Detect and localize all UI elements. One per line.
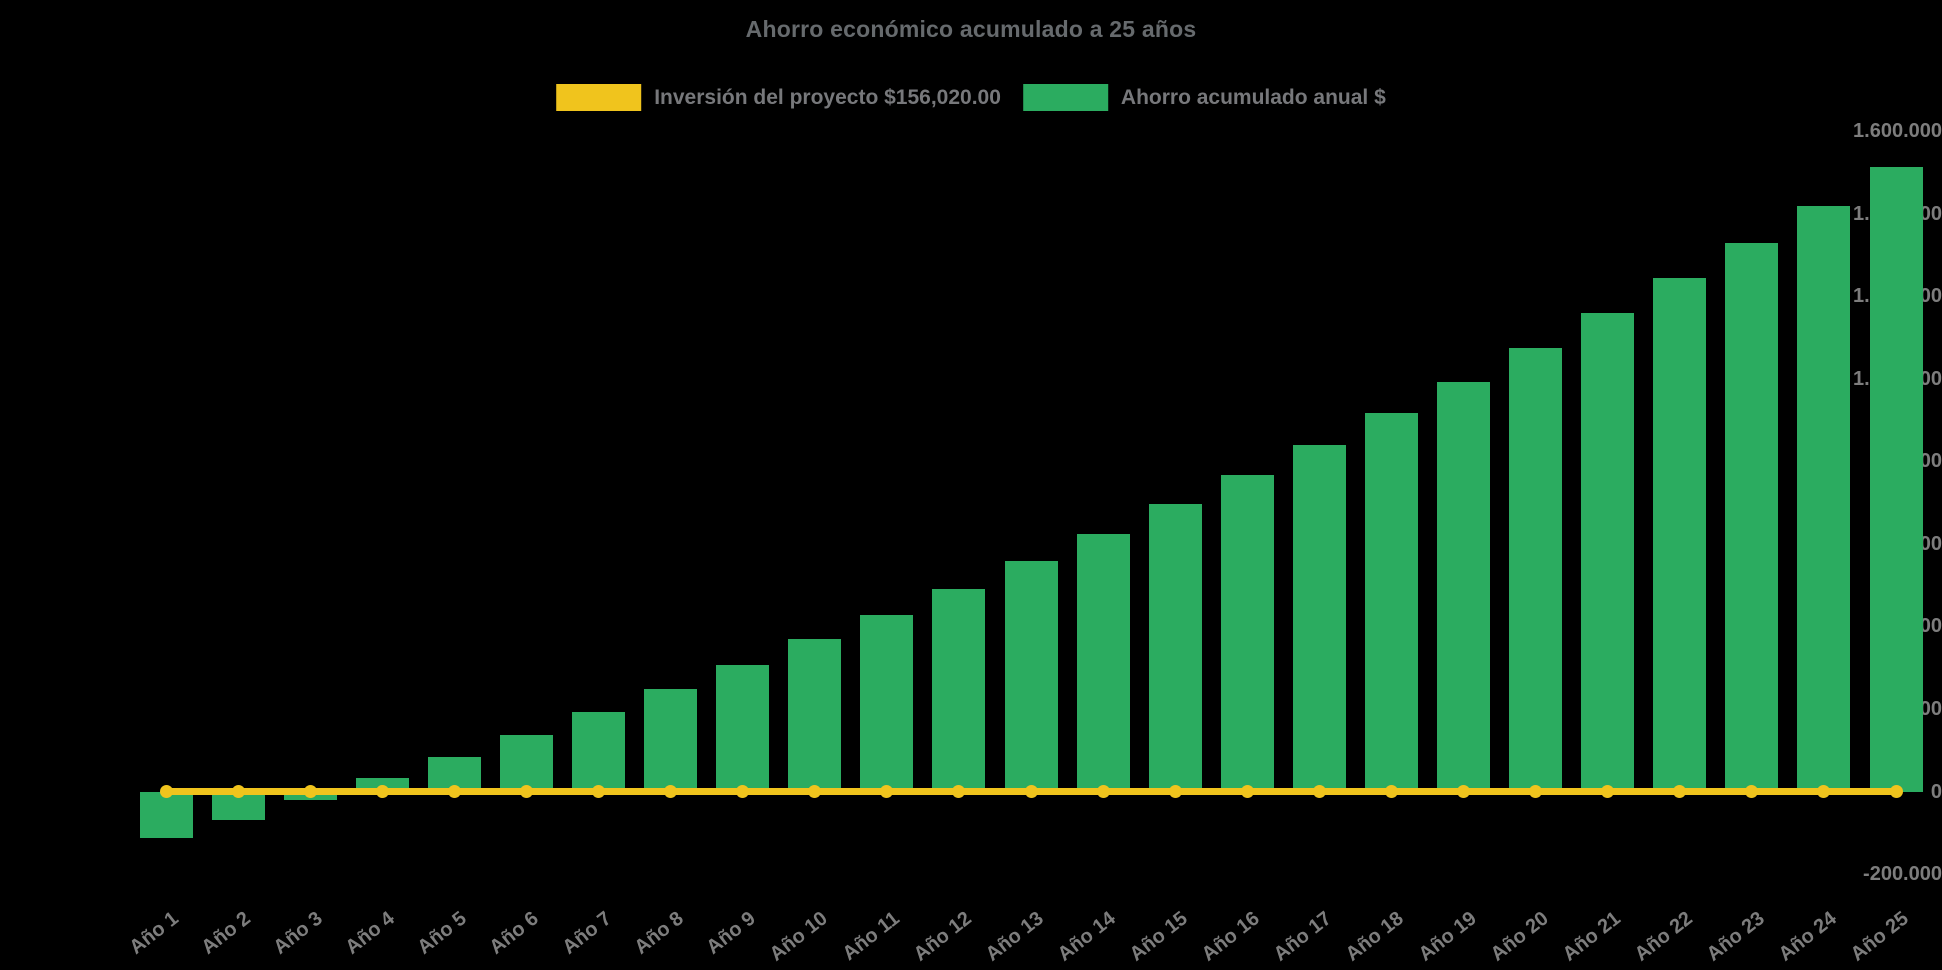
bar-ano-19[interactable] xyxy=(1437,382,1490,792)
bar-ano-7[interactable] xyxy=(572,712,625,792)
legend-label-investment: Inversión del proyecto $156,020.00 xyxy=(654,85,1001,109)
x-tick-label-ano-3: Año 3 xyxy=(269,907,327,959)
investment-point-ano-12[interactable] xyxy=(952,785,966,799)
investment-point-ano-22[interactable] xyxy=(1673,785,1687,799)
bar-ano-13[interactable] xyxy=(1004,561,1058,792)
investment-point-ano-7[interactable] xyxy=(592,785,605,799)
bar-ano-22[interactable] xyxy=(1653,278,1707,792)
x-tick-label-ano-18: Año 18 xyxy=(1342,907,1409,966)
x-tick-label-ano-4: Año 4 xyxy=(341,907,400,959)
x-tick-label-ano-19: Año 19 xyxy=(1414,907,1481,966)
bar-ano-18[interactable] xyxy=(1364,413,1418,792)
x-tick-label-ano-2: Año 2 xyxy=(197,907,255,959)
investment-point-ano-21[interactable] xyxy=(1601,785,1615,799)
x-tick-label-ano-15: Año 15 xyxy=(1125,907,1192,966)
x-tick-label-ano-23: Año 23 xyxy=(1702,907,1769,966)
investment-point-ano-10[interactable] xyxy=(808,785,822,799)
legend-item-savings[interactable]: Ahorro acumulado anual $ xyxy=(1022,84,1386,111)
bar-ano-4[interactable] xyxy=(355,777,409,792)
investment-point-ano-25[interactable] xyxy=(1889,785,1903,799)
investment-point-ano-8[interactable] xyxy=(664,785,678,799)
x-tick-label-ano-6: Año 6 xyxy=(485,907,544,959)
x-tick-label-ano-12: Año 12 xyxy=(909,907,976,966)
bar-ano-8[interactable] xyxy=(644,689,698,792)
x-tick-label-ano-13: Año 13 xyxy=(981,907,1048,966)
bar-ano-20[interactable] xyxy=(1509,347,1563,792)
x-tick-label-ano-14: Año 14 xyxy=(1053,907,1120,966)
bar-ano-23[interactable] xyxy=(1725,243,1779,792)
bar-ano-16[interactable] xyxy=(1220,475,1274,792)
bar-ano-17[interactable] xyxy=(1292,444,1346,792)
x-tick-label-ano-7: Año 7 xyxy=(557,907,616,959)
bar-ano-21[interactable] xyxy=(1581,313,1635,792)
investment-point-ano-23[interactable] xyxy=(1745,785,1759,799)
legend-label-savings: Ahorro acumulado anual $ xyxy=(1120,85,1386,109)
investment-point-ano-20[interactable] xyxy=(1529,785,1543,799)
investment-point-ano-15[interactable] xyxy=(1168,785,1182,799)
x-tick-label-ano-5: Año 5 xyxy=(413,907,472,959)
x-tick-label-ano-24: Año 24 xyxy=(1774,907,1841,966)
x-tick-label-ano-11: Año 11 xyxy=(838,907,904,966)
investment-point-ano-1[interactable] xyxy=(159,785,173,799)
bar-ano-9[interactable] xyxy=(716,664,770,792)
investment-point-ano-6[interactable] xyxy=(519,785,533,799)
investment-point-ano-17[interactable] xyxy=(1312,785,1326,799)
bar-ano-14[interactable] xyxy=(1076,533,1130,792)
x-tick-label-ano-9: Año 9 xyxy=(702,907,760,959)
bar-ano-10[interactable] xyxy=(788,639,842,792)
x-tick-label-ano-21: Año 21 xyxy=(1558,907,1625,966)
x-tick-label-ano-16: Año 16 xyxy=(1197,907,1265,966)
investment-point-ano-4[interactable] xyxy=(375,785,389,799)
bar-ano-25[interactable] xyxy=(1869,166,1923,792)
bar-ano-11[interactable] xyxy=(860,614,914,792)
investment-point-ano-3[interactable] xyxy=(303,785,317,799)
investment-point-ano-19[interactable] xyxy=(1457,785,1470,799)
x-tick-label-ano-20: Año 20 xyxy=(1486,907,1553,966)
investment-point-ano-11[interactable] xyxy=(880,785,894,799)
legend-item-investment[interactable]: Inversión del proyecto $156,020.00 xyxy=(556,84,1001,111)
investment-point-ano-24[interactable] xyxy=(1817,785,1831,799)
chart-title: Ahorro económico acumulado a 25 años xyxy=(745,16,1197,42)
bar-ano-6[interactable] xyxy=(499,735,553,792)
bar-ano-1[interactable] xyxy=(139,791,193,839)
y-tick-label: 1.600.000 xyxy=(1853,120,1942,143)
x-tick-label-ano-22: Año 22 xyxy=(1630,907,1697,966)
investment-point-ano-5[interactable] xyxy=(447,785,461,799)
chart-legend: Inversión del proyecto $156,020.00 Ahorr… xyxy=(556,84,1386,111)
investment-point-ano-9[interactable] xyxy=(736,785,750,799)
x-tick-label-ano-17: Año 17 xyxy=(1270,907,1337,966)
x-tick-label-ano-25: Año 25 xyxy=(1846,907,1913,966)
x-tick-label-ano-1: Año 1 xyxy=(125,907,183,959)
bar-ano-12[interactable] xyxy=(932,588,986,792)
legend-swatch-savings-icon xyxy=(1022,84,1108,111)
investment-point-ano-18[interactable] xyxy=(1384,785,1398,799)
legend-swatch-investment-icon xyxy=(556,84,642,111)
x-tick-label-ano-10: Año 10 xyxy=(765,907,832,966)
bar-ano-15[interactable] xyxy=(1148,504,1202,792)
investment-point-ano-16[interactable] xyxy=(1240,785,1254,799)
y-tick-label: -200.000 xyxy=(1863,863,1942,886)
x-tick-label-ano-8: Año 8 xyxy=(630,907,688,959)
investment-point-ano-2[interactable] xyxy=(231,785,245,799)
investment-point-ano-14[interactable] xyxy=(1096,785,1110,799)
investment-point-ano-13[interactable] xyxy=(1024,785,1038,799)
bar-ano-24[interactable] xyxy=(1797,205,1851,792)
y-tick-label: 0 xyxy=(1930,780,1942,803)
